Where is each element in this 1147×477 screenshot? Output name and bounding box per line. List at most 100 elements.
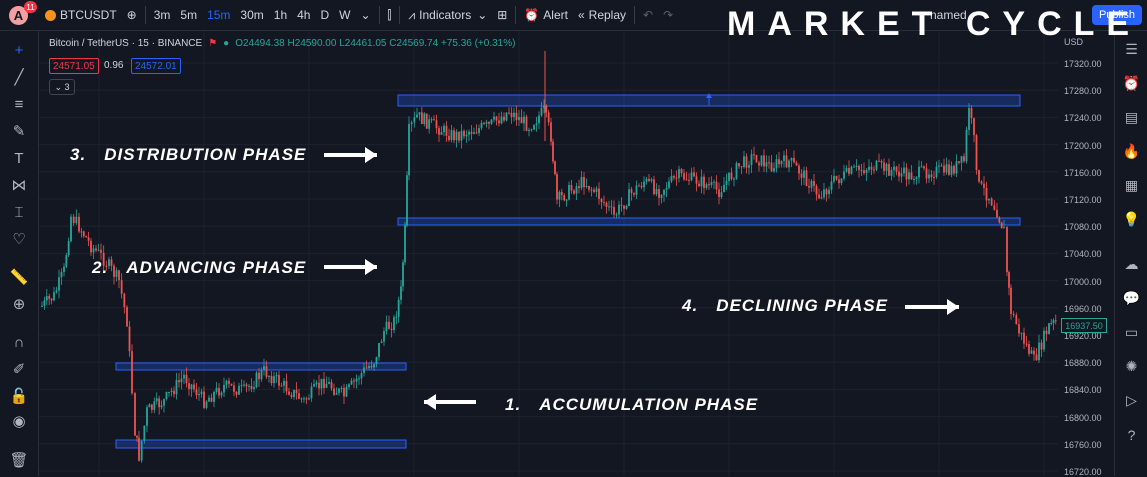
candle-body (565, 199, 568, 201)
candle-body (895, 166, 898, 172)
indicators-toggle[interactable]: ⌄ 3 (49, 79, 75, 95)
candle-body (255, 372, 258, 388)
compare-button[interactable]: ⊕ (122, 0, 142, 30)
candle-body (131, 351, 133, 394)
avatar[interactable]: A (9, 6, 28, 25)
lock-icon[interactable]: 🔓 (9, 388, 29, 405)
candle-body (530, 129, 533, 131)
candle-body (148, 404, 151, 408)
replay-button[interactable]: «Replay (573, 0, 631, 30)
current-price-label: 16937.50 (1061, 318, 1107, 333)
undo-button[interactable]: ↶ (638, 0, 658, 30)
timeframe-30m[interactable]: 30m (240, 8, 264, 22)
pattern-icon[interactable]: ⋈ (11, 177, 27, 194)
candle-body (87, 237, 90, 241)
data-window-icon[interactable]: ▤ (1124, 109, 1139, 125)
measure-icon[interactable]: ⌶ (14, 203, 24, 221)
text-icon[interactable]: T (14, 149, 24, 167)
alert-button[interactable]: ⏰ Alert (519, 0, 573, 30)
crosshair-icon[interactable]: + (14, 41, 24, 59)
candle-body (918, 166, 920, 178)
candle-body (493, 116, 495, 120)
candle-body (775, 159, 778, 169)
redo-button[interactable]: ↷ (658, 0, 678, 30)
candle-body (283, 380, 285, 386)
candle-body (925, 168, 928, 179)
streams-icon[interactable]: ☁ (1124, 256, 1139, 272)
candle-body (213, 391, 215, 402)
calendar-icon[interactable]: ▦ (1124, 177, 1139, 193)
sell-price[interactable]: 24571.05 (49, 58, 99, 74)
indicators-button[interactable]: ⩘ Indicators ⌄ (403, 0, 492, 30)
candle-body (323, 378, 325, 388)
candle-body (423, 113, 426, 125)
candle-body (173, 390, 175, 395)
flag-icon: ⚑ (208, 38, 218, 49)
candle-body (193, 384, 195, 390)
candle-body (552, 141, 554, 162)
price-axis[interactable]: USD 17320.00 17280.00 17240.00 17200.00 1716… (1058, 31, 1114, 477)
timeframe-1h[interactable]: 1h (273, 8, 288, 22)
timeframe-3m[interactable]: 3m (153, 8, 171, 22)
candle-body (638, 185, 640, 187)
candle-body (963, 156, 965, 162)
timeframe-15m[interactable]: 15m (207, 8, 231, 22)
messages-icon[interactable]: ▭ (1124, 324, 1139, 340)
heart-icon[interactable]: ♡ (12, 231, 26, 248)
lock-draw-icon[interactable]: ✐ (12, 361, 26, 378)
zoom-icon[interactable]: ⊕ (12, 296, 26, 313)
publish-button[interactable]: Publish (1092, 5, 1142, 25)
avatar-letter: A (13, 8, 24, 23)
price-chart[interactable] (39, 31, 1058, 476)
timeframe-4h[interactable]: 4h (297, 8, 311, 22)
candle-body (483, 122, 485, 124)
candle-body (893, 166, 895, 171)
chart-type-button[interactable]: ⫿ (383, 0, 397, 30)
timeframe-W[interactable]: W (339, 8, 351, 22)
candle-body (748, 165, 750, 168)
candle-body (235, 391, 238, 395)
candle-body (188, 383, 190, 390)
timeframe-D[interactable]: D (320, 8, 330, 22)
rewind-icon: « (577, 8, 585, 22)
trend-line-icon[interactable]: ╱ (14, 69, 24, 86)
candle-body (183, 374, 185, 379)
alerts-clock-icon[interactable]: ⏰ (1122, 75, 1141, 91)
candle-body (134, 393, 136, 436)
candle-body (185, 374, 188, 384)
timeframe-dropdown[interactable]: ⌄ (355, 0, 375, 30)
broadcast-icon[interactable]: ▷ (1126, 392, 1137, 408)
brush-icon[interactable]: ✎ (12, 123, 26, 140)
fib-icon[interactable]: ≡ (14, 95, 24, 113)
buy-price[interactable]: 24572.01 (131, 58, 181, 74)
candle-body (410, 122, 413, 125)
trash-icon[interactable]: 🗑 (9, 452, 29, 469)
candle-body (855, 165, 858, 167)
candle-body (1040, 342, 1043, 350)
candle-body (358, 378, 360, 380)
help-icon[interactable]: ? (1127, 426, 1136, 443)
ruler-icon[interactable]: 📏 (9, 269, 29, 286)
timeframe-5m[interactable]: 5m (180, 8, 198, 22)
ideas-icon[interactable]: 💡 (1122, 211, 1141, 227)
hotlist-icon[interactable]: 🔥 (1122, 143, 1141, 159)
candle-body (378, 342, 380, 358)
candle-body (290, 394, 293, 398)
candle-body (840, 178, 843, 184)
candle-body (425, 113, 428, 129)
symbol-description[interactable]: Bitcoin / TetherUS · 15 · BINANCE (49, 38, 203, 49)
bulb-icon[interactable]: ✺ (1125, 358, 1138, 374)
candle-body (228, 380, 230, 384)
timeframe-group: 3m 5m 15m 30m 1h 4h D W (149, 0, 356, 30)
candle-body (350, 380, 353, 385)
magnet-icon[interactable]: ∩ (13, 333, 25, 351)
layout-name[interactable]: named (930, 8, 967, 22)
symbol-search[interactable]: BTCUSDT (40, 0, 122, 30)
templates-button[interactable]: ⊞ (492, 0, 512, 30)
candle-body (865, 169, 868, 174)
candle-body (80, 231, 83, 233)
eye-icon[interactable]: ◉ (12, 413, 26, 430)
watchlist-icon[interactable]: ☰ (1125, 41, 1138, 57)
chat-icon[interactable]: 💬 (1122, 290, 1141, 306)
candle-body (718, 189, 720, 198)
